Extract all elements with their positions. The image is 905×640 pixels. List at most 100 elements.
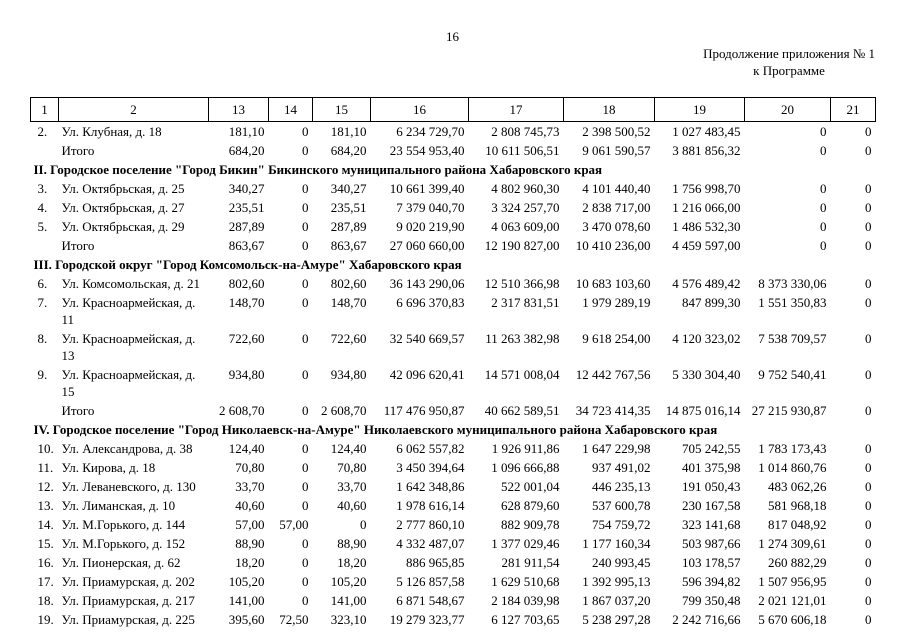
- row-number-cell: [31, 236, 59, 255]
- table-row: 4. Ул. Октябрьская, д. 27 235,51 0 235,51 7 3…: [31, 198, 876, 217]
- value-cell: 0: [302, 143, 309, 158]
- value-cell: 5 670 606,18: [758, 612, 827, 627]
- value-cell: 181,10: [228, 124, 265, 139]
- value-cell: 9 061 590,57: [582, 143, 651, 158]
- appendix-continuation: Продолжение приложения № 1 к Программе: [703, 45, 875, 79]
- value-cell: 799 350,48: [682, 593, 741, 608]
- total-label-cell: Итого: [61, 403, 95, 418]
- table-row: 11. Ул. Кирова, д. 18 70,80 0 70,80 3 450 394…: [31, 458, 876, 477]
- table-row: 5. Ул. Октябрьская, д. 29 287,89 0 287,89 9 0…: [31, 217, 876, 236]
- value-cell: 0: [820, 181, 827, 196]
- value-cell: 70,80: [337, 460, 367, 475]
- row-number-cell: 8.: [37, 331, 48, 346]
- value-cell: 70,80: [235, 460, 265, 475]
- value-cell: 0: [865, 276, 872, 291]
- value-cell: 0: [865, 498, 872, 513]
- address-cell: Ул. Красноармейская, д. 11: [61, 295, 196, 327]
- value-cell: 863,67: [330, 238, 367, 253]
- value-cell: 2 608,70: [219, 403, 265, 418]
- value-cell: 27 215 930,87: [751, 403, 827, 418]
- row-number-cell: 16.: [37, 555, 54, 570]
- value-cell: 6 696 370,83: [396, 295, 465, 310]
- value-cell: 1 783 173,43: [758, 441, 827, 456]
- table-row: 8. Ул. Красноармейская, д. 13 722,60 0 722,6…: [31, 329, 876, 365]
- value-cell: 2 608,70: [321, 403, 367, 418]
- value-cell: 57,00: [235, 517, 265, 532]
- page-number: 16: [446, 29, 459, 44]
- value-cell: 0: [302, 574, 309, 589]
- value-cell: 2 242 716,66: [672, 612, 741, 627]
- value-cell: 596 394,82: [682, 574, 741, 589]
- value-cell: 0: [302, 124, 309, 139]
- value-cell: 705 242,55: [682, 441, 741, 456]
- value-cell: 0: [865, 441, 872, 456]
- column-header-20: 20: [744, 97, 831, 122]
- value-cell: 88,90: [337, 536, 367, 551]
- value-cell: 1 647 229,98: [582, 441, 651, 456]
- value-cell: 40,60: [337, 498, 367, 513]
- value-cell: 0: [302, 460, 309, 475]
- total-row: Итого 2 608,70 0 2 608,70 117 476 950,87 40 6…: [31, 401, 876, 420]
- value-cell: 4 120 323,02: [672, 331, 741, 346]
- total-row: Итого 863,67 0 863,67 27 060 660,00 12 190 82…: [31, 236, 876, 255]
- column-header-16: 16: [370, 97, 469, 122]
- row-number-cell: 11.: [37, 460, 54, 475]
- value-cell: 88,90: [235, 536, 265, 551]
- appendix-continuation-line2: к Программе: [753, 63, 825, 78]
- value-cell: 1 177 160,34: [582, 536, 651, 551]
- value-cell: 1 216 066,00: [672, 200, 741, 215]
- value-cell: 27 060 660,00: [389, 238, 465, 253]
- value-cell: 0: [865, 295, 872, 310]
- value-cell: 0: [302, 536, 309, 551]
- value-cell: 0: [865, 536, 872, 551]
- value-cell: 2 777 860,10: [396, 517, 465, 532]
- value-cell: 0: [302, 367, 309, 382]
- column-header-15: 15: [312, 97, 371, 122]
- value-cell: 6 234 729,70: [396, 124, 465, 139]
- value-cell: 40 662 589,51: [484, 403, 560, 418]
- value-cell: 4 576 489,42: [672, 276, 741, 291]
- value-cell: 5 238 297,28: [582, 612, 651, 627]
- value-cell: 1 551 350,83: [758, 295, 827, 310]
- value-cell: 0: [820, 124, 827, 139]
- value-cell: 0: [360, 517, 367, 532]
- value-cell: 1 642 348,86: [396, 479, 465, 494]
- value-cell: 18,20: [337, 555, 367, 570]
- value-cell: 34 723 414,35: [575, 403, 651, 418]
- value-cell: 754 759,72: [592, 517, 651, 532]
- value-cell: 802,60: [228, 276, 265, 291]
- value-cell: 148,70: [228, 295, 265, 310]
- value-cell: 722,60: [330, 331, 367, 346]
- address-cell: Ул. Леваневского, д. 130: [61, 479, 196, 494]
- value-cell: 2 808 745,73: [491, 124, 560, 139]
- value-cell: 191 050,43: [682, 479, 741, 494]
- value-cell: 4 063 609,00: [491, 219, 560, 234]
- value-cell: 4 101 440,40: [582, 181, 651, 196]
- address-cell: Ул. М.Горького, д. 144: [61, 517, 186, 532]
- column-header-13: 13: [208, 97, 269, 122]
- value-cell: 9 020 219,90: [396, 219, 465, 234]
- table-row: 13. Ул. Лиманская, д. 10 40,60 0 40,60 1 978 …: [31, 496, 876, 515]
- row-number-cell: 2.: [37, 124, 48, 139]
- value-cell: 395,60: [228, 612, 265, 627]
- value-cell: 2 398 500,52: [582, 124, 651, 139]
- column-header-19: 19: [654, 97, 745, 122]
- value-cell: 1 507 956,95: [758, 574, 827, 589]
- value-cell: 446 235,13: [592, 479, 651, 494]
- value-cell: 0: [865, 612, 872, 627]
- value-cell: 7 379 040,70: [396, 200, 465, 215]
- table-header: 1 2 13 14 15 16 17 18 19 20 21: [30, 97, 876, 122]
- value-cell: 0: [302, 441, 309, 456]
- table-row: 10. Ул. Александрова, д. 38 124,40 0 124,40 6…: [31, 439, 876, 458]
- value-cell: 882 909,78: [501, 517, 560, 532]
- section-header-row: II. Городское поселение "Город Бикин" Би…: [31, 160, 876, 179]
- value-cell: 33,70: [235, 479, 265, 494]
- value-cell: 103 178,57: [682, 555, 741, 570]
- section-header-row: IV. Городское поселение "Город Николаевс…: [31, 420, 876, 439]
- value-cell: 0: [302, 181, 309, 196]
- table-row: 18. Ул. Приамурская, д. 217 141,00 0 141,00 6…: [31, 591, 876, 610]
- value-cell: 9 752 540,41: [758, 367, 827, 382]
- value-cell: 0: [820, 200, 827, 215]
- value-cell: 0: [865, 331, 872, 346]
- value-cell: 1 926 911,86: [491, 441, 560, 456]
